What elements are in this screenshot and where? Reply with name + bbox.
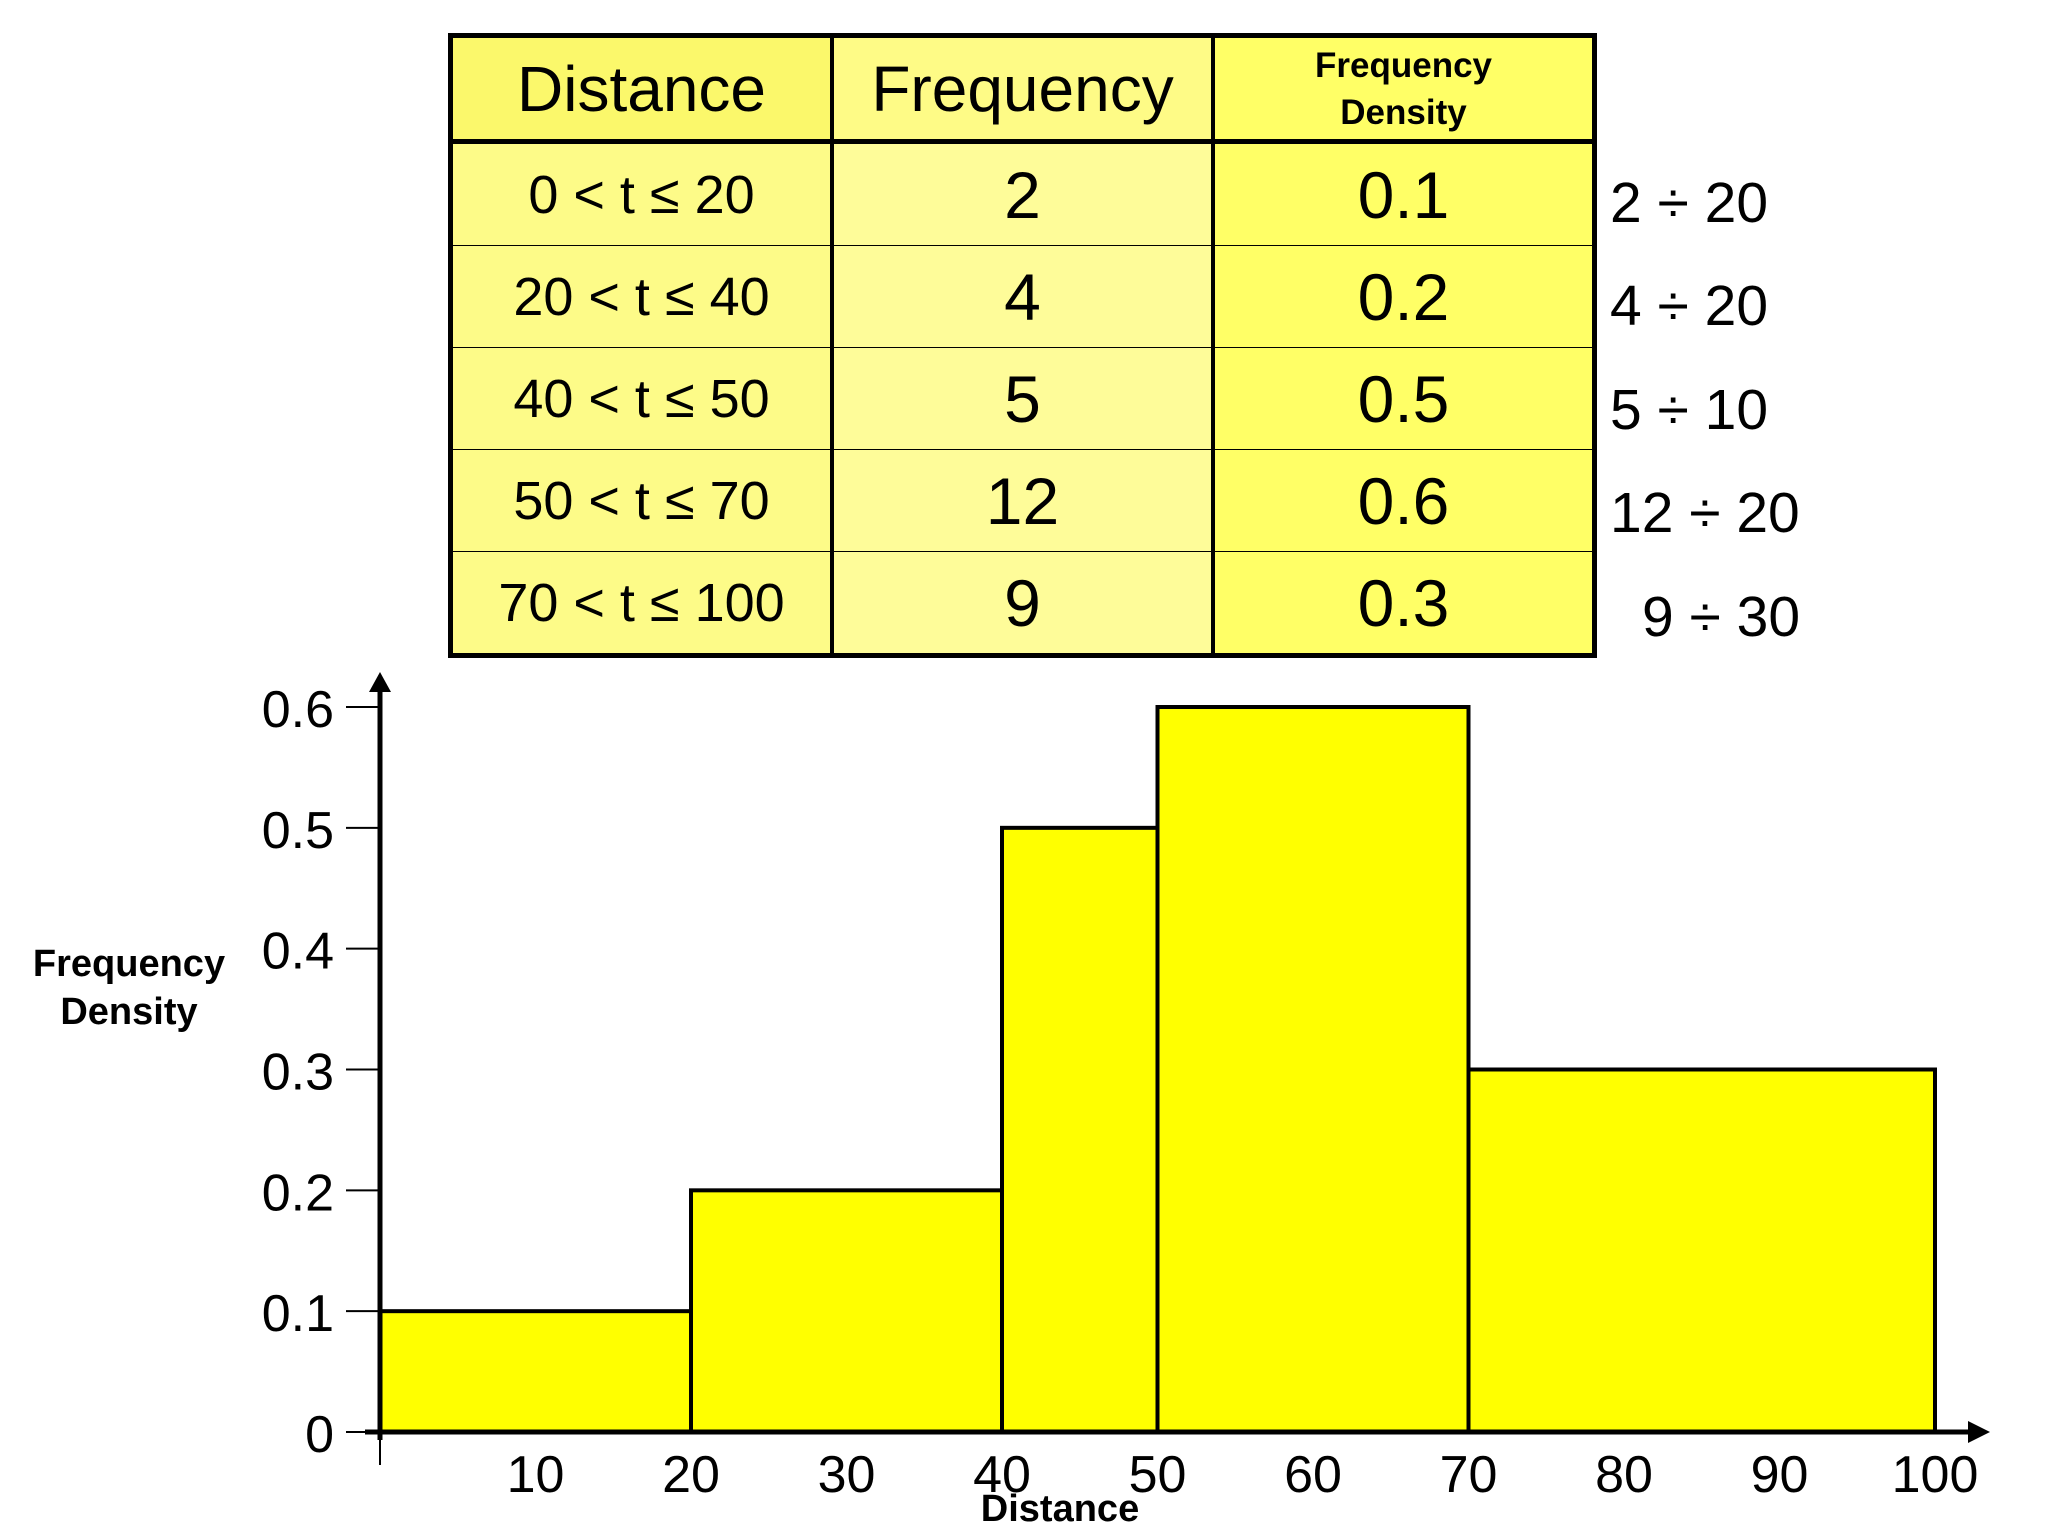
y-tick-label: 0.3: [262, 1044, 334, 1102]
x-tick-label: 60: [1284, 1446, 1342, 1504]
density-cell: 0.6: [1213, 449, 1595, 552]
histogram-bar: [378, 1309, 693, 1434]
y-axis-title-line2: Density: [60, 991, 198, 1033]
calculation-text: 9 ÷ 30: [1642, 585, 1801, 649]
calculation-text: 2 ÷ 20: [1610, 171, 1769, 235]
x-tick-label: 10: [507, 1446, 565, 1504]
x-tick-label: 90: [1751, 1446, 1809, 1504]
x-tick-label: 40: [973, 1446, 1031, 1504]
calculation-text: 5 ÷ 10: [1610, 378, 1769, 442]
histogram-bar: [689, 1188, 1004, 1435]
x-tick-label: 100: [1892, 1446, 1979, 1504]
table-row: 70 < t ≤ 100 9 0.3: [450, 551, 1595, 656]
histogram-bar: [1000, 825, 1160, 1434]
y-tick-label: 0.5: [262, 802, 334, 860]
frequency-cell: 9: [832, 551, 1215, 656]
header-density-line1: Frequency: [1315, 45, 1492, 85]
histogram-bar: [1466, 1067, 1937, 1434]
header-density-line2: Density: [1340, 92, 1467, 132]
frequency-table: Distance Frequency Frequency Density 0 <…: [448, 33, 1597, 658]
distance-cell: 70 < t ≤ 100: [450, 551, 834, 656]
calculation-text: 12 ÷ 20: [1610, 481, 1800, 545]
table-row: 0 < t ≤ 20 2 0.1: [450, 141, 1595, 246]
frequency-cell: 4: [832, 245, 1215, 348]
x-tick-label: 30: [818, 1446, 876, 1504]
table-row: 40 < t ≤ 50 5 0.5: [450, 347, 1595, 450]
frequency-cell: 5: [832, 347, 1215, 450]
distance-cell: 40 < t ≤ 50: [450, 347, 834, 450]
x-axis-title: Distance: [980, 1488, 1140, 1530]
y-tick-label: 0.1: [262, 1285, 334, 1343]
y-tick-label: 0.6: [262, 681, 334, 739]
distance-cell: 0 < t ≤ 20: [450, 141, 834, 246]
x-tick-label: 20: [662, 1446, 720, 1504]
x-tick-label: 70: [1440, 1446, 1498, 1504]
header-frequency: Frequency: [832, 35, 1215, 144]
density-cell: 0.5: [1213, 347, 1595, 450]
y-axis-title-line1: Frequency: [32, 943, 226, 985]
histogram-bar: [1155, 705, 1471, 1434]
table-header-row: Distance Frequency Frequency Density: [450, 35, 1595, 144]
y-axis-arrow: [369, 672, 391, 692]
table-row: 50 < t ≤ 70 12 0.6: [450, 449, 1595, 552]
density-cell: 0.2: [1213, 245, 1595, 348]
y-tick-label: 0: [305, 1406, 334, 1464]
header-distance: Distance: [450, 35, 834, 144]
distance-cell: 20 < t ≤ 40: [450, 245, 834, 348]
frequency-cell: 12: [832, 449, 1215, 552]
y-axis-title: Frequency Density: [26, 940, 232, 1036]
x-tick-label: 50: [1129, 1446, 1187, 1504]
table-row: 20 < t ≤ 40 4 0.2: [450, 245, 1595, 348]
frequency-cell: 2: [832, 141, 1215, 246]
x-axis-arrow: [1968, 1421, 1990, 1443]
calculation-text: 4 ÷ 20: [1610, 274, 1769, 338]
distance-cell: 50 < t ≤ 70: [450, 449, 834, 552]
density-cell: 0.3: [1213, 551, 1595, 656]
header-frequency-density: Frequency Density: [1213, 35, 1595, 144]
y-tick-label: 0.2: [262, 1164, 334, 1222]
y-tick-label: 0.4: [262, 923, 334, 981]
x-tick-label: 80: [1595, 1446, 1653, 1504]
density-cell: 0.1: [1213, 141, 1595, 246]
